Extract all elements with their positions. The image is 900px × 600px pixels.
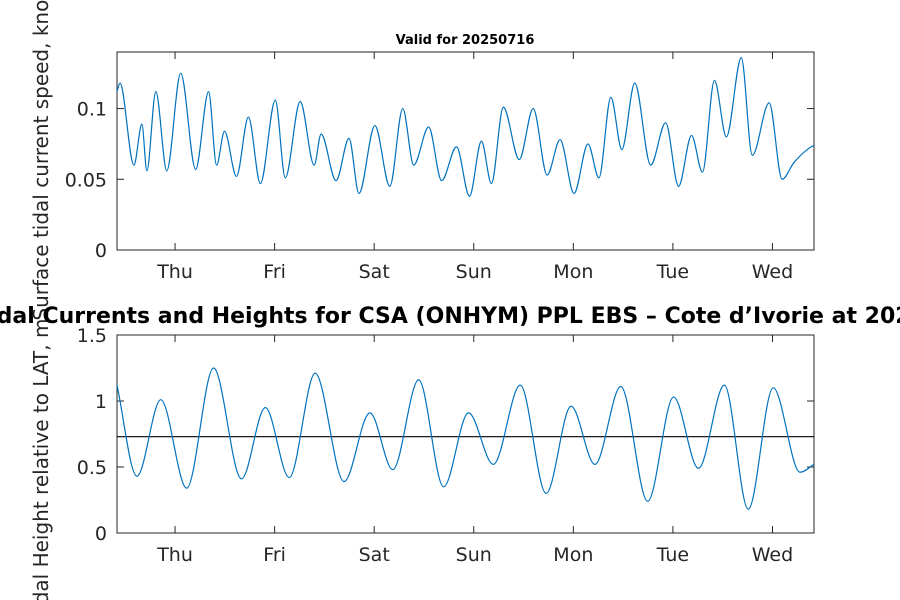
current-speed-x-tick-label: Mon xyxy=(553,261,593,283)
current-speed-x-tick-label: Tue xyxy=(656,261,689,283)
tidal-height-y-ticks: 0 0.5 1 1.5 xyxy=(77,325,814,545)
tidal-height-x-ticks: Thu Fri Sat Sun Mon Tue Wed xyxy=(156,335,793,566)
tidal-height-x-tick-label: Sat xyxy=(359,544,390,566)
current-speed-x-tick-label: Thu xyxy=(156,261,193,283)
tidal-height-y-tick-label: 1.5 xyxy=(77,325,107,347)
tidal-height-x-tick-label: Thu xyxy=(156,544,193,566)
current-speed-x-tick-label: Sat xyxy=(359,261,390,283)
tidal-height-x-tick-label: Tue xyxy=(656,544,689,566)
current-speed-x-tick-label: Wed xyxy=(752,261,793,283)
current-speed-x-tick-label: Fri xyxy=(263,261,286,283)
current-speed-x-ticks: Thu Fri Sat Sun Mon Tue Wed xyxy=(156,52,793,283)
current-speed-y-tick-label: 0.1 xyxy=(77,99,107,121)
tidal-height-x-tick-label: Fri xyxy=(263,544,286,566)
tidal-height-panel: Thu Fri Sat Sun Mon Tue Wed 0 0.5 1 1.5 Tidal Hei… xyxy=(29,319,815,600)
current-speed-x-tick-label: Sun xyxy=(456,261,492,283)
tidal-height-x-tick-label: Sun xyxy=(456,544,492,566)
current-speed-axes-frame xyxy=(116,51,815,251)
tidal-height-axes-frame xyxy=(116,334,815,534)
tidal-height-x-tick-label: Wed xyxy=(752,544,793,566)
tidal-height-series-line xyxy=(116,367,815,510)
tidal-height-x-tick-label: Mon xyxy=(553,544,593,566)
tidal-height-y-axis-label: Tidal Height relative to LAT, m xyxy=(29,319,53,600)
tidal-height-y-tick-label: 1 xyxy=(95,391,107,413)
current-speed-series-line xyxy=(116,57,815,197)
current-speed-y-tick-label: 0.05 xyxy=(65,169,107,191)
current-speed-panel: Valid for 20250716 Thu Fri Sat Sun Mon Tue Wed… xyxy=(29,0,815,321)
current-speed-y-ticks: 0 0.05 0.1 xyxy=(65,99,814,262)
figure-title: Tidal Currents and Heights for CSA (ONHY… xyxy=(0,304,900,329)
current-speed-y-tick-label: 0 xyxy=(95,240,107,262)
current-speed-title: Valid for 20250716 xyxy=(396,33,535,48)
current-speed-y-axis-label: Surface tidal current speed, knots xyxy=(29,0,53,321)
tidal-height-y-tick-label: 0 xyxy=(95,523,107,545)
tidal-height-y-tick-label: 0.5 xyxy=(77,457,107,479)
